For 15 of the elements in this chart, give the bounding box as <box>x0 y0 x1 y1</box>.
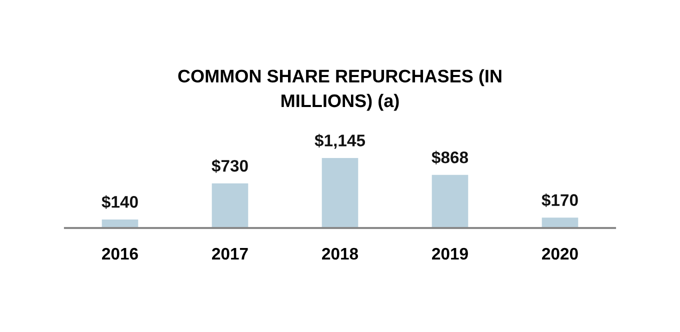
data-label: $140 <box>102 195 138 209</box>
x-tick-label: 2017 <box>212 248 248 260</box>
data-label: $868 <box>432 150 468 164</box>
bar <box>322 158 358 228</box>
bar <box>542 218 578 228</box>
x-tick-label: 2019 <box>432 248 468 260</box>
data-label: $730 <box>212 159 248 173</box>
bar <box>432 174 468 228</box>
bar <box>212 183 248 228</box>
data-label: $170 <box>542 193 578 208</box>
chart-title: COMMON SHARE REPURCHASES (IN MILLIONS) (a) <box>178 69 502 111</box>
data-label: $1,145 <box>314 134 366 149</box>
x-tick-label: 2016 <box>102 248 138 260</box>
x-tick-label: 2018 <box>322 248 358 260</box>
x-tick-label: 2020 <box>542 248 578 260</box>
